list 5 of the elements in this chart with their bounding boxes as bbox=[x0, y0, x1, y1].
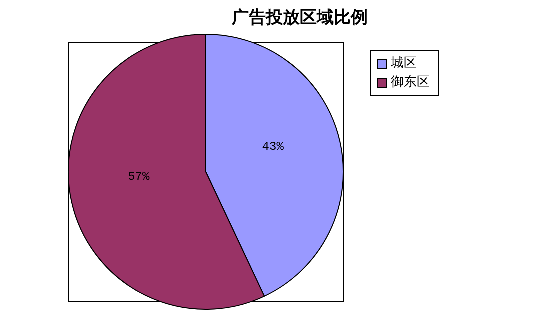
data-label: 57% bbox=[128, 170, 151, 184]
legend-label: 城区 bbox=[391, 55, 417, 73]
chart-title: 广告投放区域比例 bbox=[230, 7, 369, 29]
legend-label: 御东区 bbox=[391, 74, 430, 92]
data-label: 43% bbox=[262, 140, 285, 154]
